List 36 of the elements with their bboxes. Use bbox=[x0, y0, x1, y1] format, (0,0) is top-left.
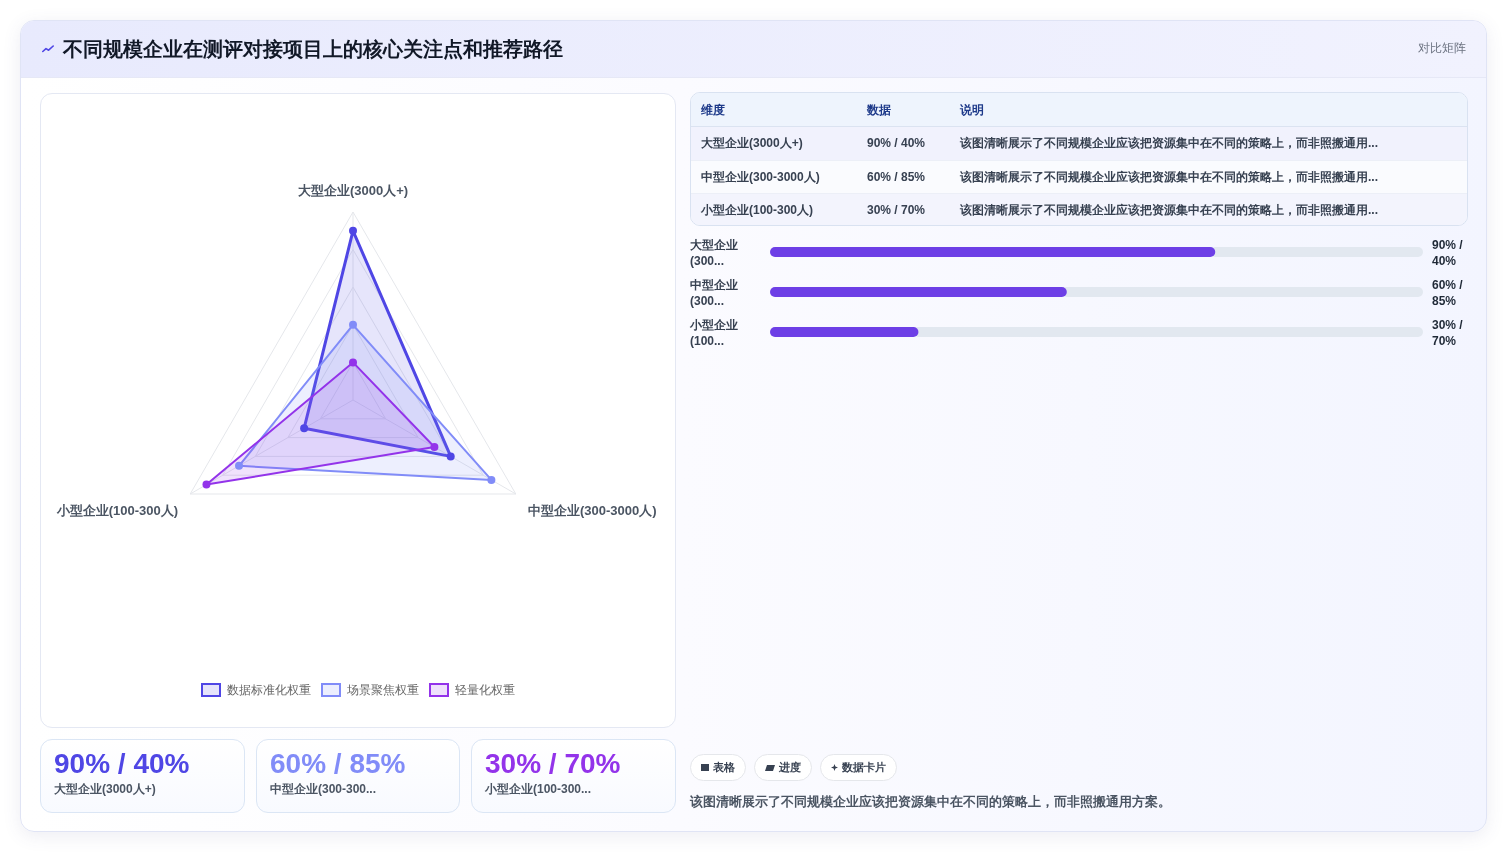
category-label: 维度 bbox=[701, 103, 725, 117]
text: 90% / 40% bbox=[54, 748, 190, 779]
spoke-label: 小型企业(100-300人) bbox=[55, 503, 179, 518]
category-label: 中型企业(300-3000人) bbox=[701, 170, 820, 184]
legend-label: 数据标准化权重 bbox=[227, 683, 311, 697]
text: 90% / 40% bbox=[867, 136, 926, 150]
spoke-label: 大型企业(3000人+) bbox=[297, 183, 409, 198]
category-label: 数据卡片 bbox=[842, 761, 886, 774]
text: 该图清晰展示了不同规模企业应该把资源集中在不同的策略上，而非照搬通用... bbox=[960, 203, 1379, 217]
text: 小型企业(100-300... bbox=[485, 782, 592, 796]
data-label: 60% / 85% bbox=[1432, 277, 1464, 309]
data-label: 30% / 70% bbox=[1432, 317, 1464, 349]
legend-label: 场景聚焦权重 bbox=[347, 683, 419, 697]
category-label: 说明 bbox=[960, 103, 984, 117]
text: 60% / 85% bbox=[867, 170, 926, 184]
text: 30% / 70% bbox=[485, 748, 621, 779]
text: 大型企业(3000人+) bbox=[54, 782, 156, 796]
text: 中型企业(300-300... bbox=[270, 782, 377, 796]
spoke-label: 中型企业(300-3000人) bbox=[527, 503, 657, 518]
text: 对比矩阵 bbox=[1418, 41, 1466, 55]
legend-label: 轻量化权重 bbox=[455, 683, 515, 697]
text: 不同规模企业在测评对接项目上的核心关注点和推荐路径 bbox=[63, 37, 563, 61]
text: 该图清晰展示了不同规模企业应该把资源集中在不同的策略上，而非照搬通用... bbox=[960, 170, 1379, 184]
category-label: 大型企业(3000人+) bbox=[701, 136, 803, 150]
y-tick-label: 小型企业(100... bbox=[690, 317, 739, 349]
text: 30% / 70% bbox=[867, 203, 926, 217]
data-label: 90% / 40% bbox=[1432, 237, 1464, 269]
y-tick-label: 中型企业(300... bbox=[690, 277, 739, 309]
category-label: 小型企业(100-300人) bbox=[701, 203, 814, 217]
category-label: 数据 bbox=[867, 103, 891, 117]
y-tick-label: 大型企业(300... bbox=[690, 237, 739, 269]
text: 该图清晰展示了不同规模企业应该把资源集中在不同的策略上，而非照搬通用方案。 bbox=[690, 794, 1171, 810]
category-label: 表格 bbox=[713, 761, 735, 774]
category-label: 进度 bbox=[779, 761, 801, 774]
text: 该图清晰展示了不同规模企业应该把资源集中在不同的策略上，而非照搬通用... bbox=[960, 136, 1379, 150]
text: 60% / 85% bbox=[270, 748, 406, 779]
